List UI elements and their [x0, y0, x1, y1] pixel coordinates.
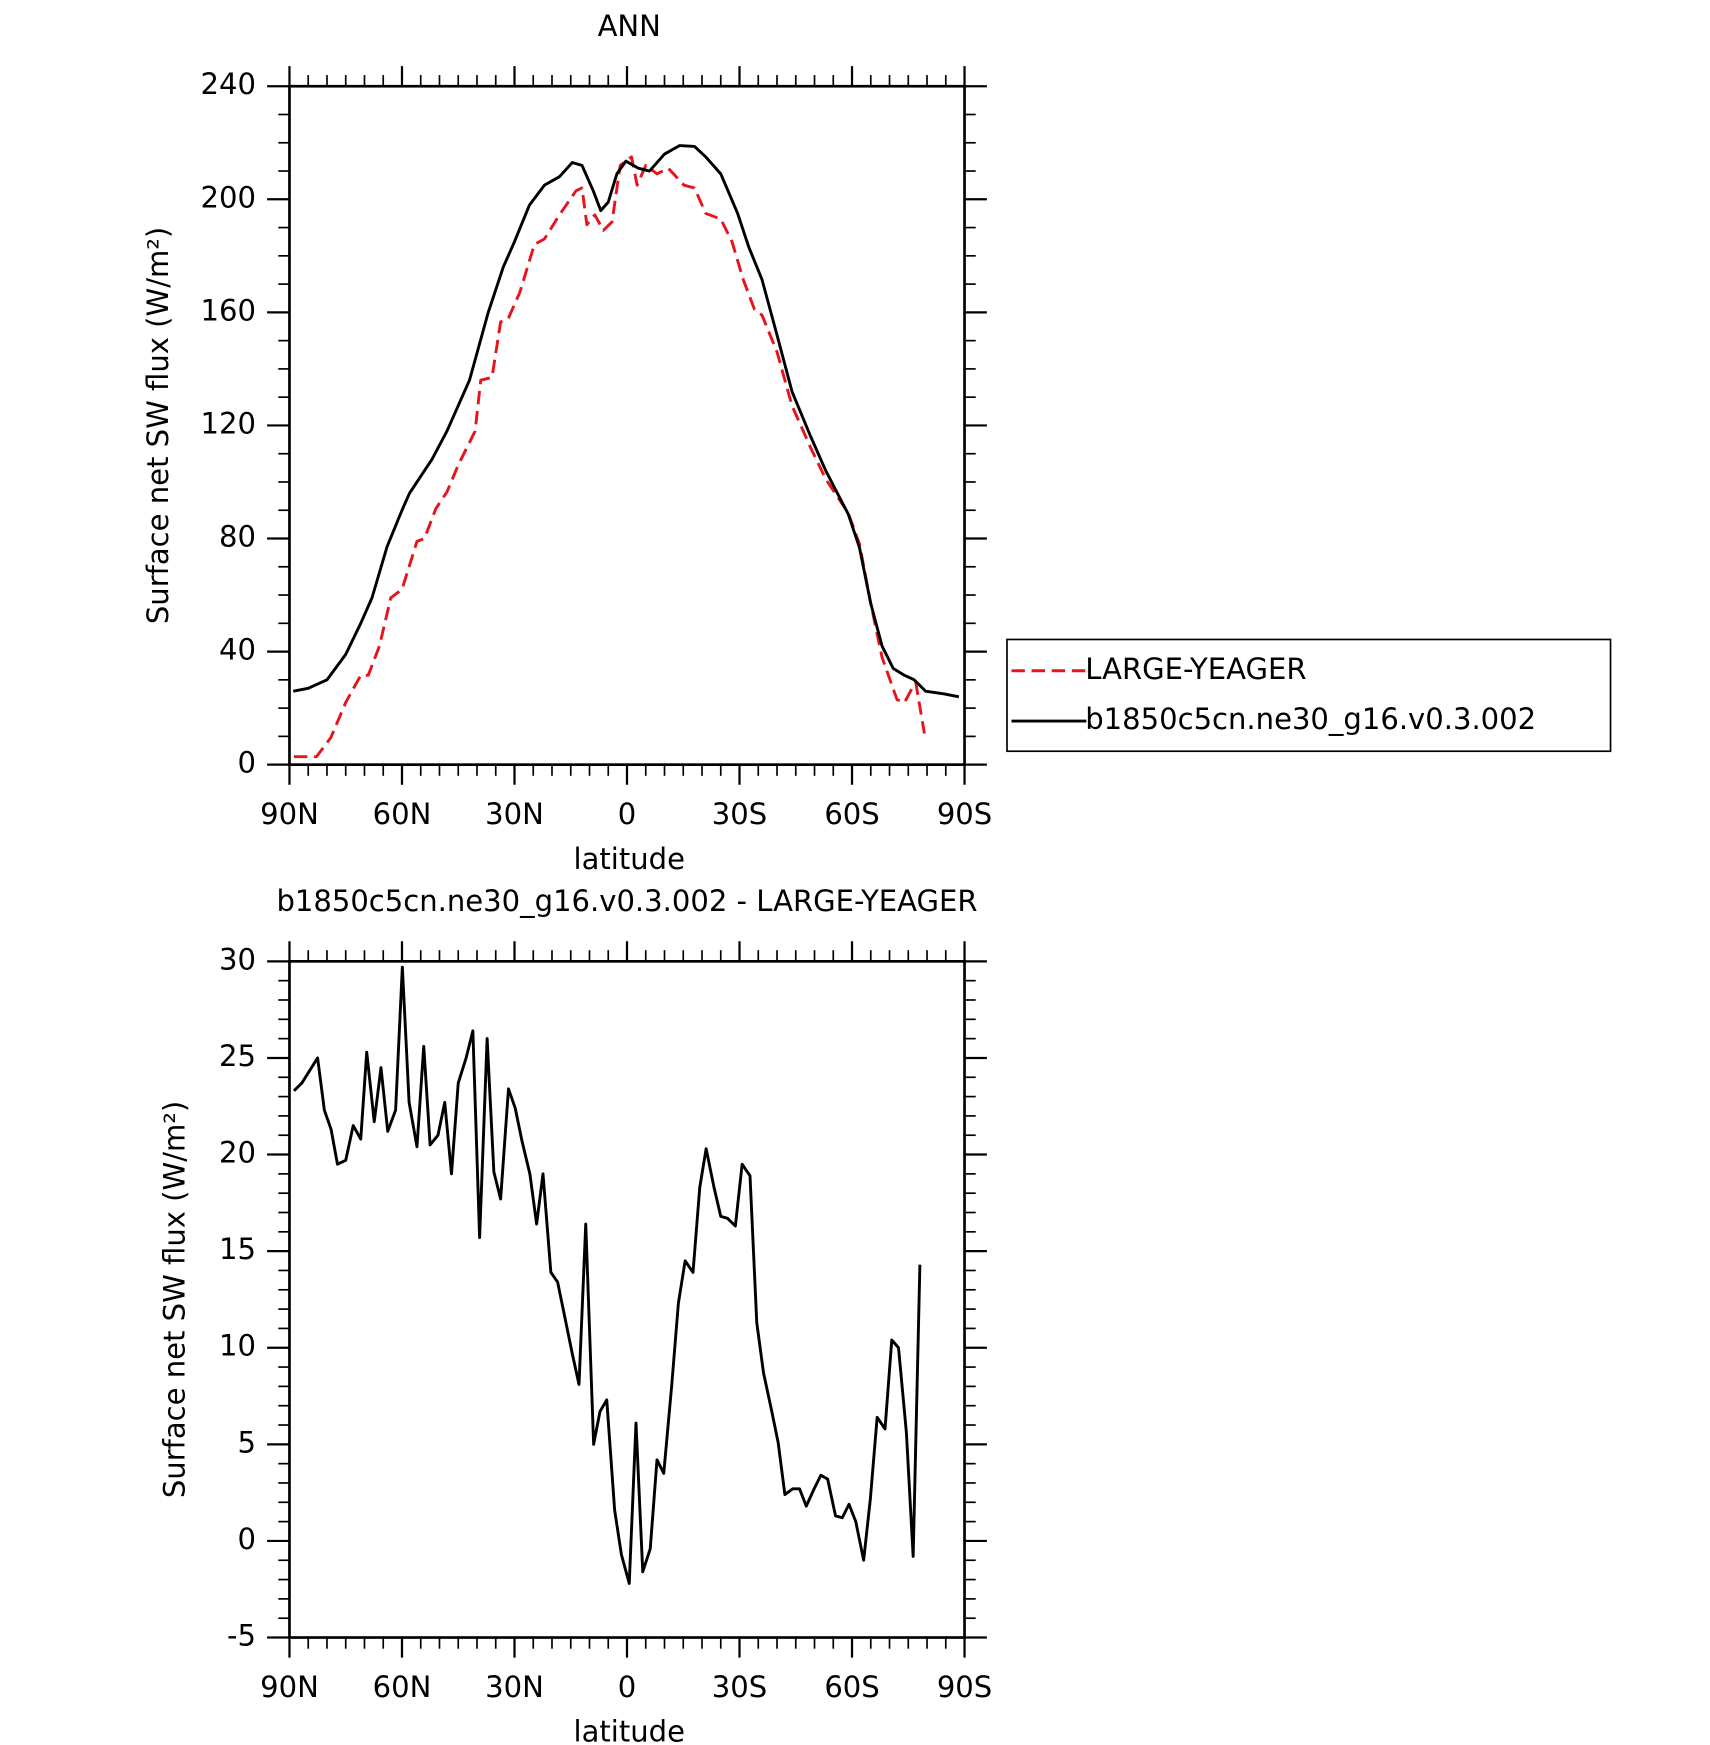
- y-tick-label: 30: [219, 942, 256, 976]
- x-tick-label: 30S: [712, 797, 767, 831]
- x-tick-label: 30N: [485, 1670, 544, 1704]
- chart-title: ANN: [598, 9, 661, 43]
- data-line: [292, 144, 960, 699]
- legend-label: b1850c5cn.ne30_g16.v0.3.002: [1085, 702, 1536, 736]
- y-tick-label: -5: [227, 1619, 256, 1653]
- y-tick-label: 25: [219, 1039, 256, 1073]
- legend-label: LARGE-YEAGER: [1085, 652, 1306, 686]
- x-tick-label: 60N: [373, 797, 432, 831]
- x-tick-label: 90S: [937, 1670, 992, 1704]
- x-tick-label: 60S: [824, 1670, 879, 1704]
- x-axis-label: latitude: [574, 1715, 685, 1745]
- x-tick-label: 90S: [937, 797, 992, 831]
- y-tick-label: 240: [200, 67, 255, 101]
- x-tick-label: 30S: [712, 1670, 767, 1704]
- data-line: [292, 965, 922, 1585]
- chart-title: b1850c5cn.ne30_g16.v0.3.002 - LARGE-YEAG…: [276, 884, 977, 918]
- x-tick-label: 60N: [373, 1670, 432, 1704]
- x-tick-label: 60S: [824, 797, 879, 831]
- y-tick-label: 40: [219, 633, 256, 667]
- plot-frame: [288, 84, 966, 766]
- y-tick-label: 0: [237, 746, 255, 780]
- y-tick-label: 5: [237, 1425, 255, 1459]
- x-tick-label: 90N: [260, 797, 319, 831]
- x-tick-label: 0: [618, 797, 636, 831]
- data-line: [293, 155, 926, 759]
- x-axis-label: latitude: [574, 842, 685, 876]
- x-tick-label: 30N: [485, 797, 544, 831]
- x-tick-label: 0: [618, 1670, 636, 1704]
- y-tick-label: 200: [200, 180, 255, 214]
- x-tick-label: 90N: [260, 1670, 319, 1704]
- plot-frame: [288, 960, 966, 1639]
- y-tick-label: 120: [200, 406, 255, 440]
- y-tick-label: 15: [219, 1232, 256, 1266]
- y-tick-label: 80: [219, 520, 256, 554]
- y-axis-label: Surface net SW flux (W/m²): [158, 1101, 192, 1498]
- y-tick-label: 160: [200, 293, 255, 327]
- y-tick-label: 20: [219, 1136, 256, 1170]
- y-tick-label: 10: [219, 1329, 256, 1363]
- y-axis-label: Surface net SW flux (W/m²): [141, 227, 175, 624]
- y-tick-label: 0: [237, 1522, 255, 1556]
- legend-box: [1006, 638, 1612, 753]
